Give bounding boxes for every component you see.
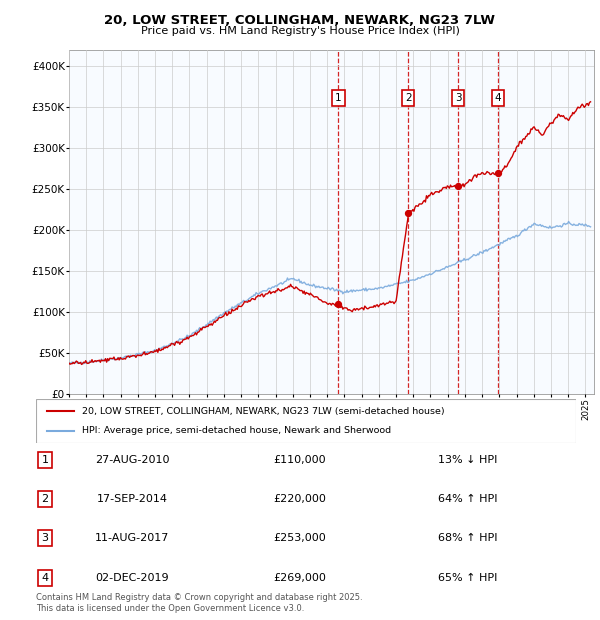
Point	[454, 182, 463, 192]
Text: 1: 1	[41, 455, 49, 465]
Text: 4: 4	[41, 573, 49, 583]
Text: 4: 4	[494, 93, 501, 103]
Text: £110,000: £110,000	[274, 455, 326, 465]
Text: HPI: Average price, semi-detached house, Newark and Sherwood: HPI: Average price, semi-detached house,…	[82, 427, 391, 435]
Text: 20, LOW STREET, COLLINGHAM, NEWARK, NG23 7LW (semi-detached house): 20, LOW STREET, COLLINGHAM, NEWARK, NG23…	[82, 407, 445, 415]
Text: 64% ↑ HPI: 64% ↑ HPI	[438, 494, 497, 504]
Text: 68% ↑ HPI: 68% ↑ HPI	[438, 533, 497, 543]
Text: Contains HM Land Registry data © Crown copyright and database right 2025.
This d: Contains HM Land Registry data © Crown c…	[36, 593, 362, 613]
Text: 20, LOW STREET, COLLINGHAM, NEWARK, NG23 7LW: 20, LOW STREET, COLLINGHAM, NEWARK, NG23…	[104, 14, 496, 27]
Point	[493, 169, 503, 179]
Bar	[69, 50, 594, 394]
FancyBboxPatch shape	[36, 399, 576, 443]
Text: £269,000: £269,000	[274, 573, 326, 583]
Text: 3: 3	[455, 93, 461, 103]
Text: £220,000: £220,000	[274, 494, 326, 504]
Point	[403, 208, 413, 218]
Text: 65% ↑ HPI: 65% ↑ HPI	[438, 573, 497, 583]
Point	[334, 299, 343, 309]
Text: 2: 2	[41, 494, 49, 504]
Text: 3: 3	[41, 533, 49, 543]
Text: 02-DEC-2019: 02-DEC-2019	[95, 573, 169, 583]
Text: 13% ↓ HPI: 13% ↓ HPI	[438, 455, 497, 465]
Text: 1: 1	[335, 93, 341, 103]
Text: Price paid vs. HM Land Registry's House Price Index (HPI): Price paid vs. HM Land Registry's House …	[140, 26, 460, 36]
Text: 11-AUG-2017: 11-AUG-2017	[95, 533, 169, 543]
Text: 17-SEP-2014: 17-SEP-2014	[97, 494, 167, 504]
Text: 27-AUG-2010: 27-AUG-2010	[95, 455, 169, 465]
Text: £253,000: £253,000	[274, 533, 326, 543]
Text: 2: 2	[405, 93, 412, 103]
